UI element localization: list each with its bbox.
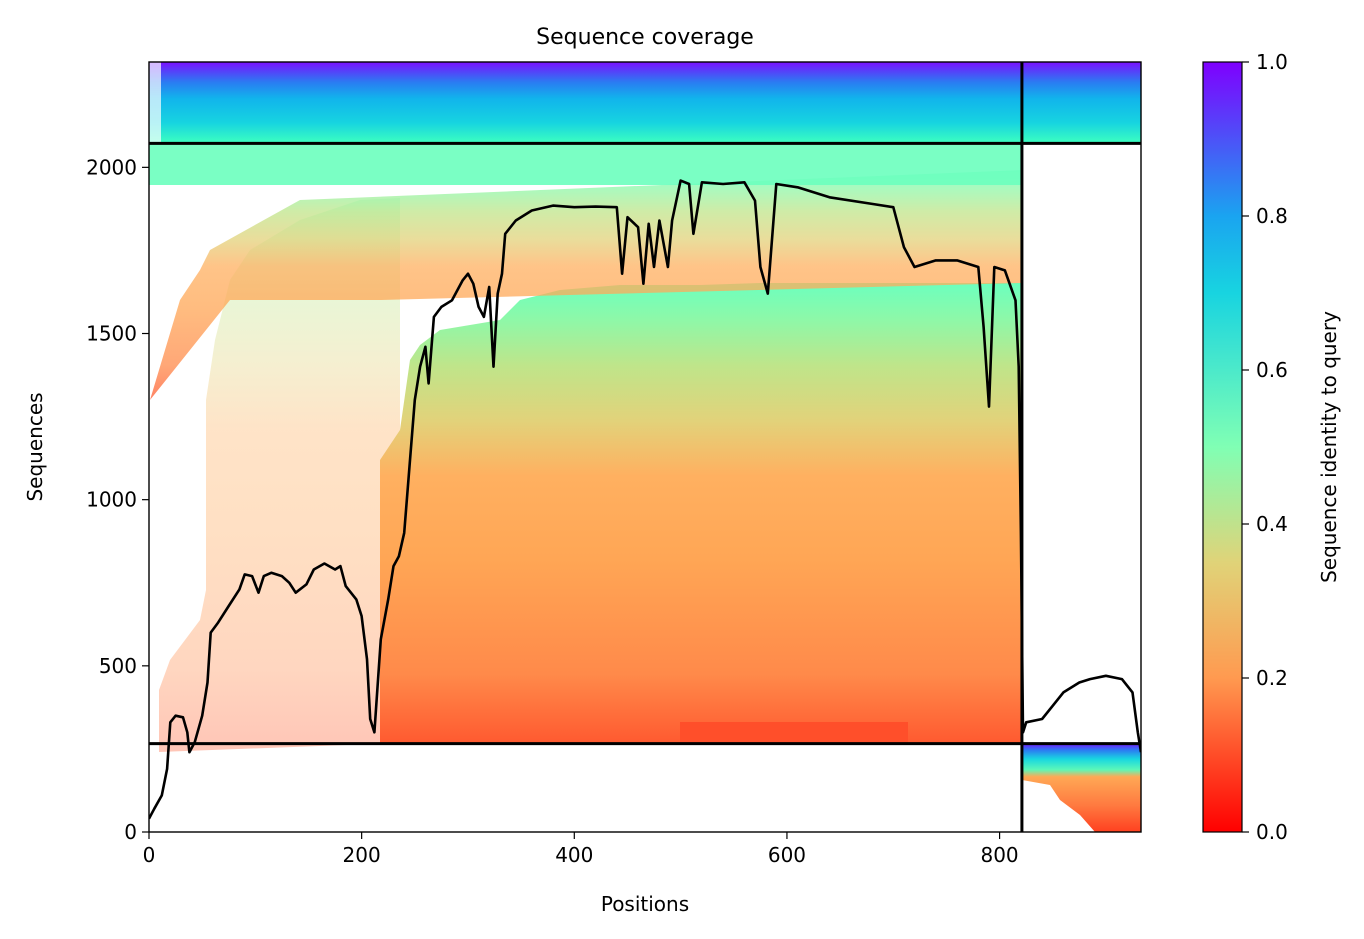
bottom-right-block (1022, 743, 1141, 832)
y-tick-label: 1000 (86, 488, 137, 512)
x-tick-label: 0 (143, 843, 156, 867)
y-tick-label: 0 (124, 820, 137, 844)
main-heat-region (380, 283, 1022, 743)
coverage-line (149, 179, 1141, 820)
colorbar-tick-label: 0.0 (1256, 820, 1288, 844)
left-heat-region (159, 198, 400, 752)
y-axis: 0 500 1000 1500 2000 (86, 155, 149, 844)
colorbar-tick-label: 0.4 (1256, 512, 1288, 536)
band-low-identity (680, 722, 908, 743)
x-tick-label: 400 (555, 843, 593, 867)
chart-title: Sequence coverage (536, 25, 754, 50)
colorbar-label: Sequence identity to query (1317, 311, 1341, 583)
x-axis: 0 200 400 600 800 (143, 832, 1019, 867)
top-right-block (1022, 62, 1141, 143)
upper-heat-region (150, 170, 1022, 400)
colorbar-tick-label: 0.8 (1256, 204, 1288, 228)
x-tick-label: 200 (343, 843, 381, 867)
band-upper-green (149, 143, 1022, 185)
top-left-block (149, 62, 1022, 143)
top-left-gap (149, 62, 161, 143)
plot-frame (148, 61, 1142, 833)
x-tick-label: 600 (768, 843, 806, 867)
plot-area (149, 62, 1141, 832)
y-tick-label: 1500 (86, 322, 137, 346)
y-tick-label: 500 (99, 654, 137, 678)
y-tick-label: 2000 (86, 155, 137, 179)
x-tick-label: 800 (980, 843, 1018, 867)
y-axis-label: Sequences (23, 392, 47, 501)
colorbar-tick-label: 0.2 (1256, 666, 1288, 690)
colorbar-tick-label: 0.6 (1256, 358, 1288, 382)
colorbar-ticks: 0.0 0.2 0.4 0.6 0.8 1.0 (1242, 50, 1288, 844)
colorbar (1202, 61, 1243, 833)
x-axis-label: Positions (601, 892, 689, 916)
colorbar-tick-label: 1.0 (1256, 50, 1288, 74)
